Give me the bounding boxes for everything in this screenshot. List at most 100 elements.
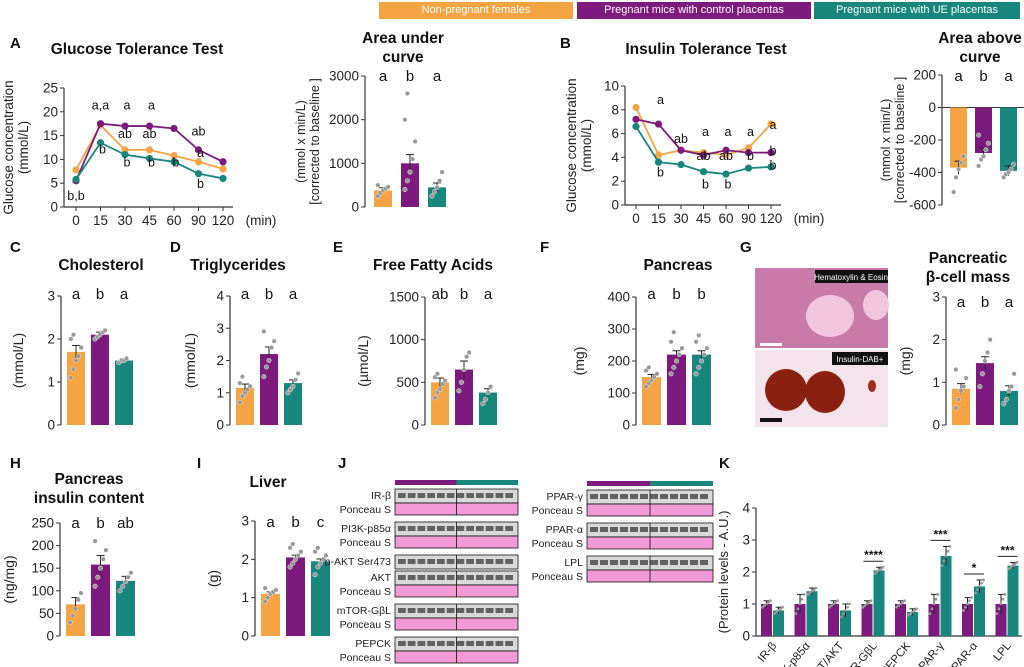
- K-data-point: [834, 601, 837, 604]
- B_line-series-point: [632, 103, 640, 112]
- G-data-point: [961, 384, 967, 390]
- left-blot-label: mTOR-GβL: [337, 605, 391, 617]
- K-bar: [873, 570, 885, 636]
- D-data-point: [247, 383, 253, 389]
- A_bar-title: curve: [382, 49, 424, 66]
- K-y-tick-label: 2: [742, 565, 750, 580]
- he-scale-bar: [760, 343, 782, 346]
- A_line-annotation: b: [148, 156, 155, 170]
- C-data-point: [76, 353, 82, 359]
- K-data-point: [840, 615, 843, 619]
- I-data-point: [287, 545, 293, 551]
- blot-band: [660, 560, 668, 565]
- right-blot-label: PPAR-α: [546, 524, 583, 536]
- blot-band: [437, 575, 445, 580]
- A_bar-data-point: [404, 90, 410, 96]
- insulin-islet: [805, 371, 845, 413]
- blot-band: [630, 494, 638, 499]
- D-data-point: [285, 390, 291, 396]
- E-bar: [479, 392, 497, 425]
- B_bar-bar: [975, 107, 992, 153]
- D-y-tick-label: 3: [216, 321, 224, 336]
- B_line-xlabel: (min): [794, 211, 825, 226]
- blot-band: [505, 559, 513, 564]
- blot-band: [398, 559, 406, 564]
- blot-band: [680, 527, 688, 532]
- B_bar-ylabel-2: [corrected to baseline ]: [893, 77, 907, 203]
- I-sig-letter: b: [291, 514, 299, 531]
- K-data-point: [1015, 561, 1019, 564]
- H-sig-letter: ab: [117, 515, 134, 532]
- blot-band: [505, 575, 513, 580]
- K-data-point: [810, 589, 814, 593]
- blot-band: [427, 608, 435, 613]
- C-data-point: [73, 358, 79, 364]
- K-data-point: [944, 554, 948, 558]
- F-data-point: [654, 371, 660, 377]
- panel-letter-D: D: [170, 239, 181, 256]
- blot-band: [590, 527, 598, 532]
- K-data-point: [1001, 597, 1005, 601]
- K-data-point: [814, 586, 818, 590]
- blot-band: [466, 608, 474, 613]
- A_bar-data-point: [404, 178, 410, 184]
- K-data-point: [934, 597, 938, 601]
- blot-band: [398, 608, 406, 613]
- left-blot-label: Ponceau S: [340, 504, 391, 516]
- right-blot-label: LPL: [564, 557, 583, 569]
- F-data-point: [693, 339, 699, 345]
- A_line-y-tick-label: 5: [50, 176, 58, 191]
- H-sig-letter: b: [96, 515, 104, 532]
- blot-band: [485, 559, 494, 564]
- blot-band: [485, 526, 494, 531]
- B_line-x-tick-label: 60: [718, 211, 733, 226]
- K-sig-stars: ***: [1000, 543, 1014, 557]
- right-blot-label: Ponceau S: [532, 538, 583, 550]
- chart-A_line: Glucose Tolerance Test 0 5 10 15 20 25 0 15 30 45 6…: [1, 41, 276, 228]
- K-sig-stars: ****: [864, 548, 883, 562]
- blot-band: [398, 641, 406, 646]
- G-data-point: [953, 367, 959, 373]
- I-bar: [286, 557, 305, 636]
- K-bar: [840, 610, 851, 636]
- insulin-islet: [868, 380, 876, 392]
- A_line-y-tick-label: 20: [43, 104, 58, 119]
- blot-band: [590, 494, 598, 499]
- E-data-point: [488, 384, 494, 390]
- B_line-series-point: [767, 149, 775, 157]
- chart-E: Free Fatty Acids 0 500 1000 1500 (µmol/L) ab b a: [355, 257, 497, 433]
- blot-band: [485, 493, 494, 498]
- H-data-point: [100, 556, 106, 562]
- K-data-point: [777, 609, 780, 612]
- A_bar-data-point: [407, 169, 413, 175]
- B_line-x-tick-label: 45: [696, 211, 711, 226]
- D-data-point: [269, 345, 275, 351]
- I-ylabel: (g): [205, 570, 221, 587]
- K-bar: [995, 604, 1007, 636]
- K-data-point: [895, 605, 898, 609]
- blots-right: PPAR-γ Ponceau S PPAR-α Ponceau S LPL Ponceau…: [532, 481, 714, 583]
- K-data-point: [869, 599, 873, 603]
- B_bar-data-point: [960, 153, 966, 159]
- C-sig-letter: b: [96, 286, 104, 303]
- H-title: insulin content: [34, 490, 144, 507]
- blot-band: [456, 559, 465, 564]
- D-y-tick-label: 2: [216, 353, 224, 368]
- blot-band: [466, 559, 474, 564]
- blot-band: [485, 641, 494, 646]
- K-data-point: [812, 588, 816, 591]
- E-data-point: [442, 378, 448, 384]
- B_line-series-point: [654, 151, 663, 159]
- F-data-point: [674, 358, 680, 364]
- blot-band: [456, 608, 465, 613]
- E-y-tick-label: 1500: [389, 290, 419, 305]
- blot-group-bar: [395, 480, 457, 485]
- B_bar-y-tick-label: -200: [909, 133, 936, 148]
- he-label-bg: [815, 270, 888, 283]
- K-data-point: [940, 564, 944, 567]
- C-sig-letter: a: [120, 286, 129, 303]
- F-data-point: [693, 371, 699, 377]
- blot-band: [600, 527, 608, 532]
- B_line-series-point: [699, 168, 708, 176]
- K-category-label: PPAR-α: [945, 640, 981, 667]
